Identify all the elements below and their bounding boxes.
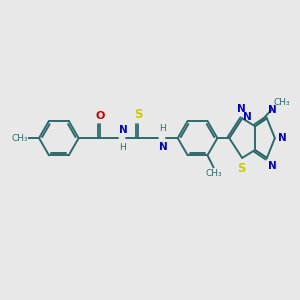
- Text: H: H: [119, 143, 126, 152]
- Text: O: O: [96, 111, 105, 121]
- Text: CH₃: CH₃: [205, 169, 222, 178]
- Text: N: N: [243, 112, 252, 122]
- Text: S: S: [134, 108, 142, 121]
- Text: N: N: [268, 161, 277, 171]
- Text: N: N: [268, 105, 277, 115]
- Text: N: N: [159, 142, 168, 152]
- Text: N: N: [237, 104, 245, 114]
- Text: CH₃: CH₃: [11, 134, 28, 142]
- Text: H: H: [159, 124, 166, 133]
- Text: N: N: [119, 125, 128, 135]
- Text: N: N: [278, 133, 286, 143]
- Text: CH₃: CH₃: [274, 98, 290, 107]
- Text: S: S: [237, 162, 245, 175]
